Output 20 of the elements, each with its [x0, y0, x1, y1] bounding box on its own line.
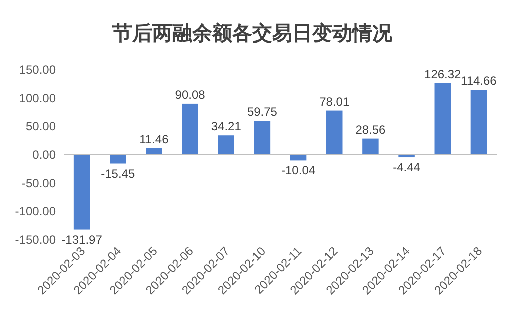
- data-label: 90.08: [175, 88, 206, 102]
- y-tick-label: -150.00: [15, 233, 56, 247]
- data-label: 28.56: [356, 122, 386, 137]
- title: 节后两融余额各交易日变动情况: [112, 23, 392, 45]
- data-label: 114.66: [461, 74, 498, 88]
- y-tick-label: 150.00: [19, 63, 56, 77]
- data-label: 59.75: [247, 105, 278, 120]
- y-tick-label: -100.00: [15, 204, 56, 219]
- data-label: 126.32: [424, 67, 462, 82]
- y-tick-label: 100.00: [19, 91, 56, 106]
- data-label: -4.44: [393, 160, 421, 175]
- data-label: 78.01: [320, 94, 350, 109]
- y-tick-label: -50.00: [22, 176, 56, 190]
- data-label: -131.97: [62, 232, 103, 247]
- data-label: -15.45: [101, 166, 136, 181]
- data-label: 34.21: [211, 120, 242, 134]
- y-tick-label: 0.00: [32, 148, 56, 162]
- data-label: -10.04: [282, 164, 316, 178]
- data-label: 11.46: [140, 132, 170, 147]
- y-tick-label: 50.00: [26, 120, 56, 134]
